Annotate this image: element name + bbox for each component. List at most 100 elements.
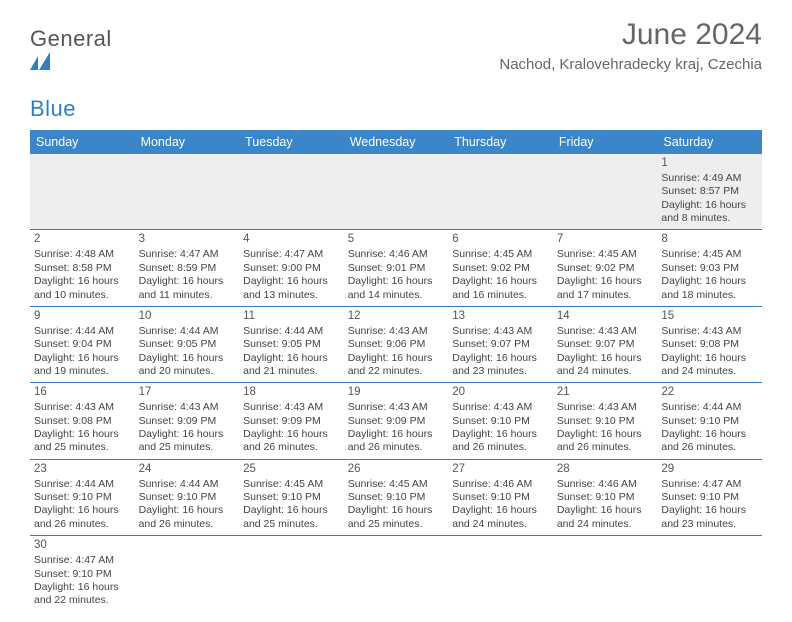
sunrise-text: Sunrise: 4:49 AM	[661, 172, 758, 185]
sunset-text: Sunset: 9:10 PM	[452, 491, 549, 504]
sunrise-text: Sunrise: 4:43 AM	[661, 325, 758, 338]
month-title: June 2024	[499, 18, 762, 52]
sunset-text: Sunset: 9:10 PM	[557, 491, 654, 504]
daylight-text: and 24 minutes.	[452, 518, 549, 531]
daylight-text: Daylight: 16 hours	[139, 428, 236, 441]
daylight-text: Daylight: 16 hours	[243, 428, 340, 441]
calendar-day-cell: 7Sunrise: 4:45 AMSunset: 9:02 PMDaylight…	[553, 230, 658, 306]
day-number: 25	[243, 462, 340, 477]
daylight-text: Daylight: 16 hours	[348, 275, 445, 288]
sunrise-text: Sunrise: 4:43 AM	[557, 401, 654, 414]
calendar-day-cell: 23Sunrise: 4:44 AMSunset: 9:10 PMDayligh…	[30, 459, 135, 535]
brand-name-part1: General	[30, 26, 112, 51]
daylight-text: and 16 minutes.	[452, 289, 549, 302]
daylight-text: Daylight: 16 hours	[34, 352, 131, 365]
calendar-day-cell: 5Sunrise: 4:46 AMSunset: 9:01 PMDaylight…	[344, 230, 449, 306]
daylight-text: and 26 minutes.	[557, 441, 654, 454]
sunrise-text: Sunrise: 4:48 AM	[34, 248, 131, 261]
weekday-header: Thursday	[448, 130, 553, 154]
daylight-text: and 25 minutes.	[34, 441, 131, 454]
sunset-text: Sunset: 9:10 PM	[348, 491, 445, 504]
day-number: 14	[557, 309, 654, 324]
calendar-day-cell	[239, 154, 344, 230]
sunset-text: Sunset: 9:10 PM	[661, 491, 758, 504]
sunrise-text: Sunrise: 4:43 AM	[243, 401, 340, 414]
day-number: 21	[557, 385, 654, 400]
calendar-day-cell: 27Sunrise: 4:46 AMSunset: 9:10 PMDayligh…	[448, 459, 553, 535]
calendar-day-cell: 18Sunrise: 4:43 AMSunset: 9:09 PMDayligh…	[239, 383, 344, 459]
header: GeneralBlue June 2024 Nachod, Kralovehra…	[30, 18, 762, 122]
sunrise-text: Sunrise: 4:43 AM	[348, 325, 445, 338]
calendar-day-cell: 28Sunrise: 4:46 AMSunset: 9:10 PMDayligh…	[553, 459, 658, 535]
daylight-text: Daylight: 16 hours	[557, 504, 654, 517]
sunrise-text: Sunrise: 4:44 AM	[139, 325, 236, 338]
calendar-day-cell	[239, 536, 344, 612]
day-number: 7	[557, 232, 654, 247]
calendar-day-cell: 4Sunrise: 4:47 AMSunset: 9:00 PMDaylight…	[239, 230, 344, 306]
day-number: 2	[34, 232, 131, 247]
sunset-text: Sunset: 9:01 PM	[348, 262, 445, 275]
calendar-day-cell: 8Sunrise: 4:45 AMSunset: 9:03 PMDaylight…	[657, 230, 762, 306]
sunrise-text: Sunrise: 4:47 AM	[243, 248, 340, 261]
sunset-text: Sunset: 9:10 PM	[661, 415, 758, 428]
sunrise-text: Sunrise: 4:44 AM	[34, 478, 131, 491]
sunrise-text: Sunrise: 4:46 AM	[452, 478, 549, 491]
daylight-text: Daylight: 16 hours	[661, 275, 758, 288]
calendar-day-cell: 11Sunrise: 4:44 AMSunset: 9:05 PMDayligh…	[239, 306, 344, 382]
sunset-text: Sunset: 9:10 PM	[557, 415, 654, 428]
daylight-text: Daylight: 16 hours	[34, 581, 131, 594]
calendar-week-row: 1Sunrise: 4:49 AMSunset: 8:57 PMDaylight…	[30, 154, 762, 230]
calendar-day-cell: 13Sunrise: 4:43 AMSunset: 9:07 PMDayligh…	[448, 306, 553, 382]
daylight-text: and 22 minutes.	[34, 594, 131, 607]
location-text: Nachod, Kralovehradecky kraj, Czechia	[499, 56, 762, 73]
daylight-text: and 24 minutes.	[661, 365, 758, 378]
sunrise-text: Sunrise: 4:47 AM	[139, 248, 236, 261]
daylight-text: Daylight: 16 hours	[34, 428, 131, 441]
calendar-day-cell	[30, 154, 135, 230]
sunset-text: Sunset: 9:03 PM	[661, 262, 758, 275]
sunset-text: Sunset: 9:09 PM	[243, 415, 340, 428]
day-number: 1	[661, 156, 758, 171]
calendar-day-cell: 26Sunrise: 4:45 AMSunset: 9:10 PMDayligh…	[344, 459, 449, 535]
daylight-text: and 17 minutes.	[557, 289, 654, 302]
sunset-text: Sunset: 9:04 PM	[34, 338, 131, 351]
day-number: 8	[661, 232, 758, 247]
sunrise-text: Sunrise: 4:45 AM	[243, 478, 340, 491]
day-number: 9	[34, 309, 131, 324]
weekday-header: Sunday	[30, 130, 135, 154]
daylight-text: and 18 minutes.	[661, 289, 758, 302]
daylight-text: Daylight: 16 hours	[243, 352, 340, 365]
daylight-text: Daylight: 16 hours	[139, 504, 236, 517]
weekday-header: Wednesday	[344, 130, 449, 154]
daylight-text: Daylight: 16 hours	[557, 428, 654, 441]
sunrise-text: Sunrise: 4:46 AM	[348, 248, 445, 261]
calendar-day-cell: 30Sunrise: 4:47 AMSunset: 9:10 PMDayligh…	[30, 536, 135, 612]
sunset-text: Sunset: 9:10 PM	[452, 415, 549, 428]
day-number: 19	[348, 385, 445, 400]
sunrise-text: Sunrise: 4:44 AM	[34, 325, 131, 338]
sunset-text: Sunset: 8:59 PM	[139, 262, 236, 275]
day-number: 28	[557, 462, 654, 477]
daylight-text: Daylight: 16 hours	[661, 352, 758, 365]
daylight-text: and 26 minutes.	[661, 441, 758, 454]
sunrise-text: Sunrise: 4:46 AM	[557, 478, 654, 491]
day-number: 26	[348, 462, 445, 477]
daylight-text: and 23 minutes.	[661, 518, 758, 531]
calendar-day-cell	[135, 154, 240, 230]
day-number: 5	[348, 232, 445, 247]
daylight-text: and 13 minutes.	[243, 289, 340, 302]
daylight-text: Daylight: 16 hours	[452, 428, 549, 441]
daylight-text: and 19 minutes.	[34, 365, 131, 378]
daylight-text: and 14 minutes.	[348, 289, 445, 302]
calendar-week-row: 2Sunrise: 4:48 AMSunset: 8:58 PMDaylight…	[30, 230, 762, 306]
daylight-text: and 25 minutes.	[139, 441, 236, 454]
daylight-text: Daylight: 16 hours	[557, 275, 654, 288]
sunset-text: Sunset: 9:05 PM	[139, 338, 236, 351]
daylight-text: and 23 minutes.	[452, 365, 549, 378]
calendar-day-cell: 19Sunrise: 4:43 AMSunset: 9:09 PMDayligh…	[344, 383, 449, 459]
weekday-header: Friday	[553, 130, 658, 154]
sunset-text: Sunset: 9:06 PM	[348, 338, 445, 351]
daylight-text: and 24 minutes.	[557, 365, 654, 378]
daylight-text: Daylight: 16 hours	[243, 275, 340, 288]
calendar-day-cell	[448, 154, 553, 230]
